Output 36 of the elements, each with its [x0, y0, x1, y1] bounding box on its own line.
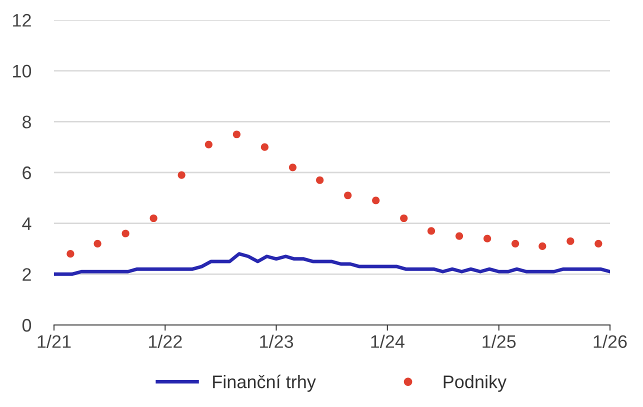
y-tick-label: 8	[22, 116, 31, 128]
point	[204, 140, 212, 148]
x-tick-label: 1/21	[38, 334, 71, 348]
y-tick-label: 0	[22, 318, 32, 332]
y-tick-label: 2	[22, 268, 31, 281]
legend-label: Finanční trhy	[213, 374, 316, 392]
point	[122, 230, 130, 238]
legend-label: Podniky	[444, 375, 507, 392]
point	[427, 227, 436, 235]
x-tick-label: 1/26	[594, 334, 627, 348]
point	[94, 240, 102, 248]
point	[566, 237, 574, 245]
point	[150, 214, 158, 222]
point	[455, 232, 464, 240]
x-tick-label: 1/24	[371, 334, 404, 348]
point	[400, 214, 408, 222]
y-tick-label: 10	[13, 64, 32, 78]
point	[344, 192, 352, 200]
point	[178, 171, 186, 179]
point	[594, 240, 602, 248]
point	[372, 196, 380, 204]
point	[288, 164, 297, 172]
y-tick-label: 6	[22, 166, 31, 180]
point	[316, 176, 324, 184]
point	[512, 240, 520, 248]
x-tick-label: 1/25	[482, 334, 516, 348]
point	[232, 130, 240, 138]
line-series	[54, 252, 610, 276]
y-tick-label: 12	[13, 14, 31, 27]
point	[483, 234, 492, 242]
y-tick-label: 4	[22, 217, 32, 230]
point	[66, 250, 74, 258]
point	[538, 242, 546, 250]
x-tick-label: 1/23	[260, 334, 294, 348]
point	[260, 143, 269, 151]
x-tick-label: 1/22	[148, 334, 182, 348]
